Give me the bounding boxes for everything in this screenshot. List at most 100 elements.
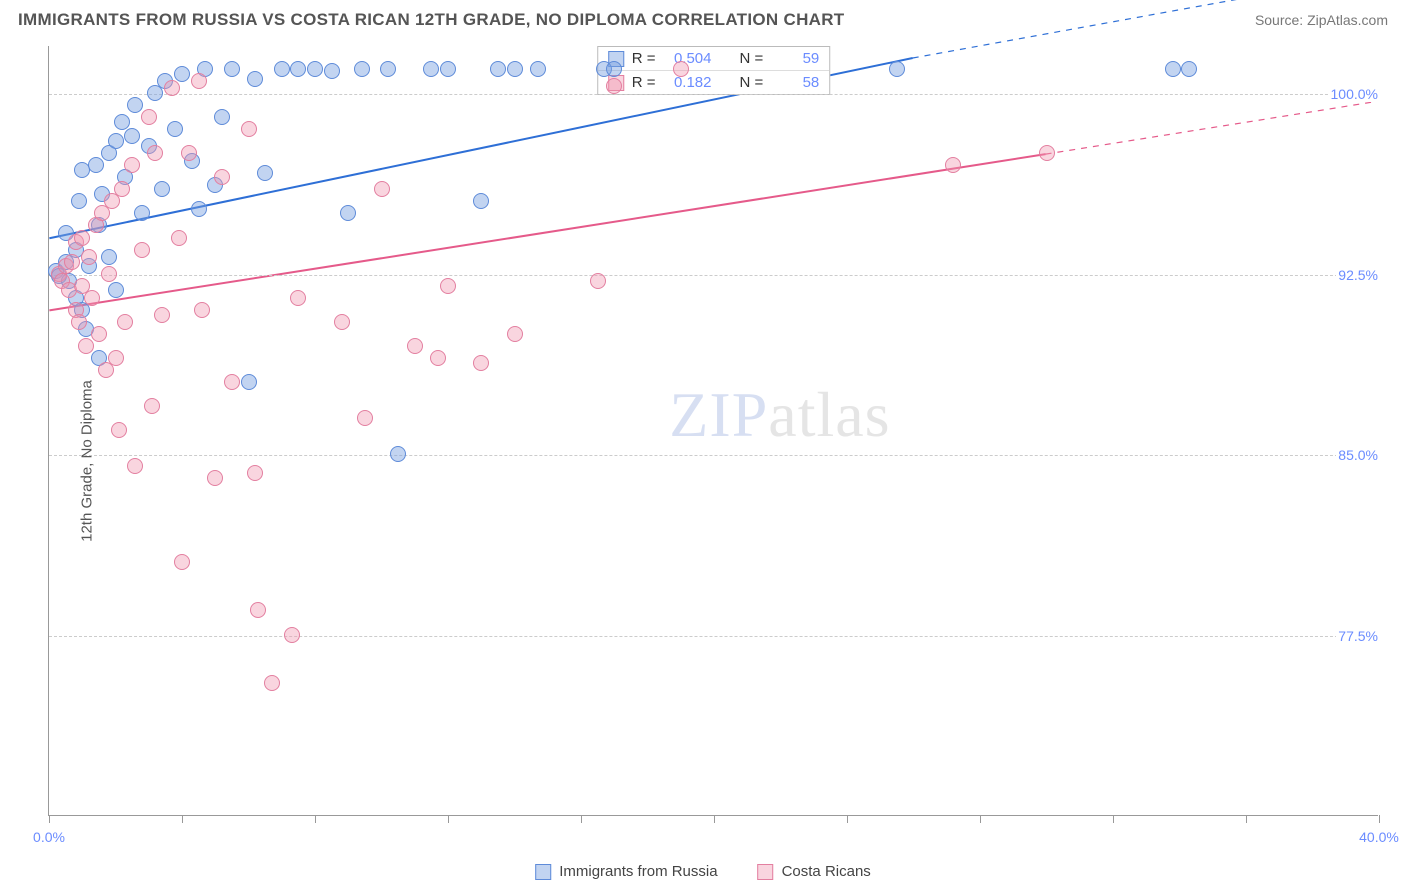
grid-line — [49, 275, 1378, 276]
plot-area: ZIPatlas R =0.504N =59R =0.182N =58 77.5… — [48, 46, 1378, 816]
x-tick — [980, 815, 981, 823]
data-point — [250, 602, 266, 618]
data-point — [606, 61, 622, 77]
data-point — [380, 61, 396, 77]
stats-row: R =0.182N =58 — [598, 70, 830, 94]
legend-item: Immigrants from Russia — [535, 863, 717, 880]
data-point — [224, 61, 240, 77]
x-tick-label: 40.0% — [1359, 829, 1399, 845]
x-tick — [714, 815, 715, 823]
n-label: N = — [740, 50, 764, 67]
data-point — [191, 73, 207, 89]
data-point — [108, 282, 124, 298]
data-point — [134, 205, 150, 221]
legend-swatch — [758, 864, 774, 880]
data-point — [114, 181, 130, 197]
data-point — [290, 290, 306, 306]
data-point — [191, 201, 207, 217]
grid-line — [49, 636, 1378, 637]
grid-line — [49, 94, 1378, 95]
x-tick — [315, 815, 316, 823]
data-point — [340, 205, 356, 221]
data-point — [101, 266, 117, 282]
y-tick-label: 92.5% — [1336, 267, 1380, 283]
legend-swatch — [535, 864, 551, 880]
data-point — [357, 410, 373, 426]
data-point — [224, 374, 240, 390]
data-point — [1181, 61, 1197, 77]
data-point — [207, 470, 223, 486]
stats-row: R =0.504N =59 — [598, 47, 830, 70]
data-point — [141, 109, 157, 125]
x-tick — [448, 815, 449, 823]
data-point — [407, 338, 423, 354]
data-point — [440, 278, 456, 294]
data-point — [101, 249, 117, 265]
data-point — [174, 554, 190, 570]
legend-item: Costa Ricans — [758, 863, 871, 880]
data-point — [174, 66, 190, 82]
data-point — [181, 145, 197, 161]
data-point — [91, 326, 107, 342]
x-tick-label: 0.0% — [33, 829, 65, 845]
n-value: 59 — [771, 50, 819, 67]
data-point — [590, 273, 606, 289]
data-point — [154, 307, 170, 323]
data-point — [284, 627, 300, 643]
data-point — [490, 61, 506, 77]
trend-lines-svg — [49, 46, 1378, 815]
x-tick — [1246, 815, 1247, 823]
data-point — [171, 230, 187, 246]
grid-line — [49, 455, 1378, 456]
data-point — [507, 326, 523, 342]
data-point — [114, 114, 130, 130]
stats-legend: R =0.504N =59R =0.182N =58 — [597, 46, 831, 95]
chart-title: IMMIGRANTS FROM RUSSIA VS COSTA RICAN 12… — [18, 10, 845, 30]
data-point — [1039, 145, 1055, 161]
x-tick — [1113, 815, 1114, 823]
data-point — [214, 169, 230, 185]
data-point — [889, 61, 905, 77]
data-point — [1165, 61, 1181, 77]
legend-label: Immigrants from Russia — [559, 863, 717, 880]
data-point — [247, 465, 263, 481]
x-tick — [581, 815, 582, 823]
data-point — [81, 249, 97, 265]
data-point — [108, 350, 124, 366]
data-point — [124, 157, 140, 173]
data-point — [214, 109, 230, 125]
data-point — [88, 157, 104, 173]
data-point — [84, 290, 100, 306]
data-point — [440, 61, 456, 77]
data-point — [111, 422, 127, 438]
data-point — [507, 61, 523, 77]
data-point — [71, 314, 87, 330]
data-point — [124, 128, 140, 144]
chart-container: 12th Grade, No Diploma ZIPatlas R =0.504… — [0, 36, 1406, 886]
data-point — [164, 80, 180, 96]
data-point — [307, 61, 323, 77]
y-tick-label: 100.0% — [1329, 86, 1380, 102]
data-point — [74, 230, 90, 246]
data-point — [144, 398, 160, 414]
data-point — [390, 446, 406, 462]
data-point — [473, 355, 489, 371]
data-point — [194, 302, 210, 318]
data-point — [154, 181, 170, 197]
data-point — [530, 61, 546, 77]
r-value: 0.182 — [664, 74, 712, 91]
data-point — [334, 314, 350, 330]
y-tick-label: 77.5% — [1336, 628, 1380, 644]
data-point — [71, 193, 87, 209]
x-tick — [1379, 815, 1380, 823]
legend-label: Costa Ricans — [782, 863, 871, 880]
source-label: Source: ZipAtlas.com — [1255, 12, 1388, 28]
x-tick — [182, 815, 183, 823]
data-point — [374, 181, 390, 197]
data-point — [274, 61, 290, 77]
r-label: R = — [632, 50, 656, 67]
n-value: 58 — [771, 74, 819, 91]
data-point — [264, 675, 280, 691]
data-point — [290, 61, 306, 77]
data-point — [247, 71, 263, 87]
